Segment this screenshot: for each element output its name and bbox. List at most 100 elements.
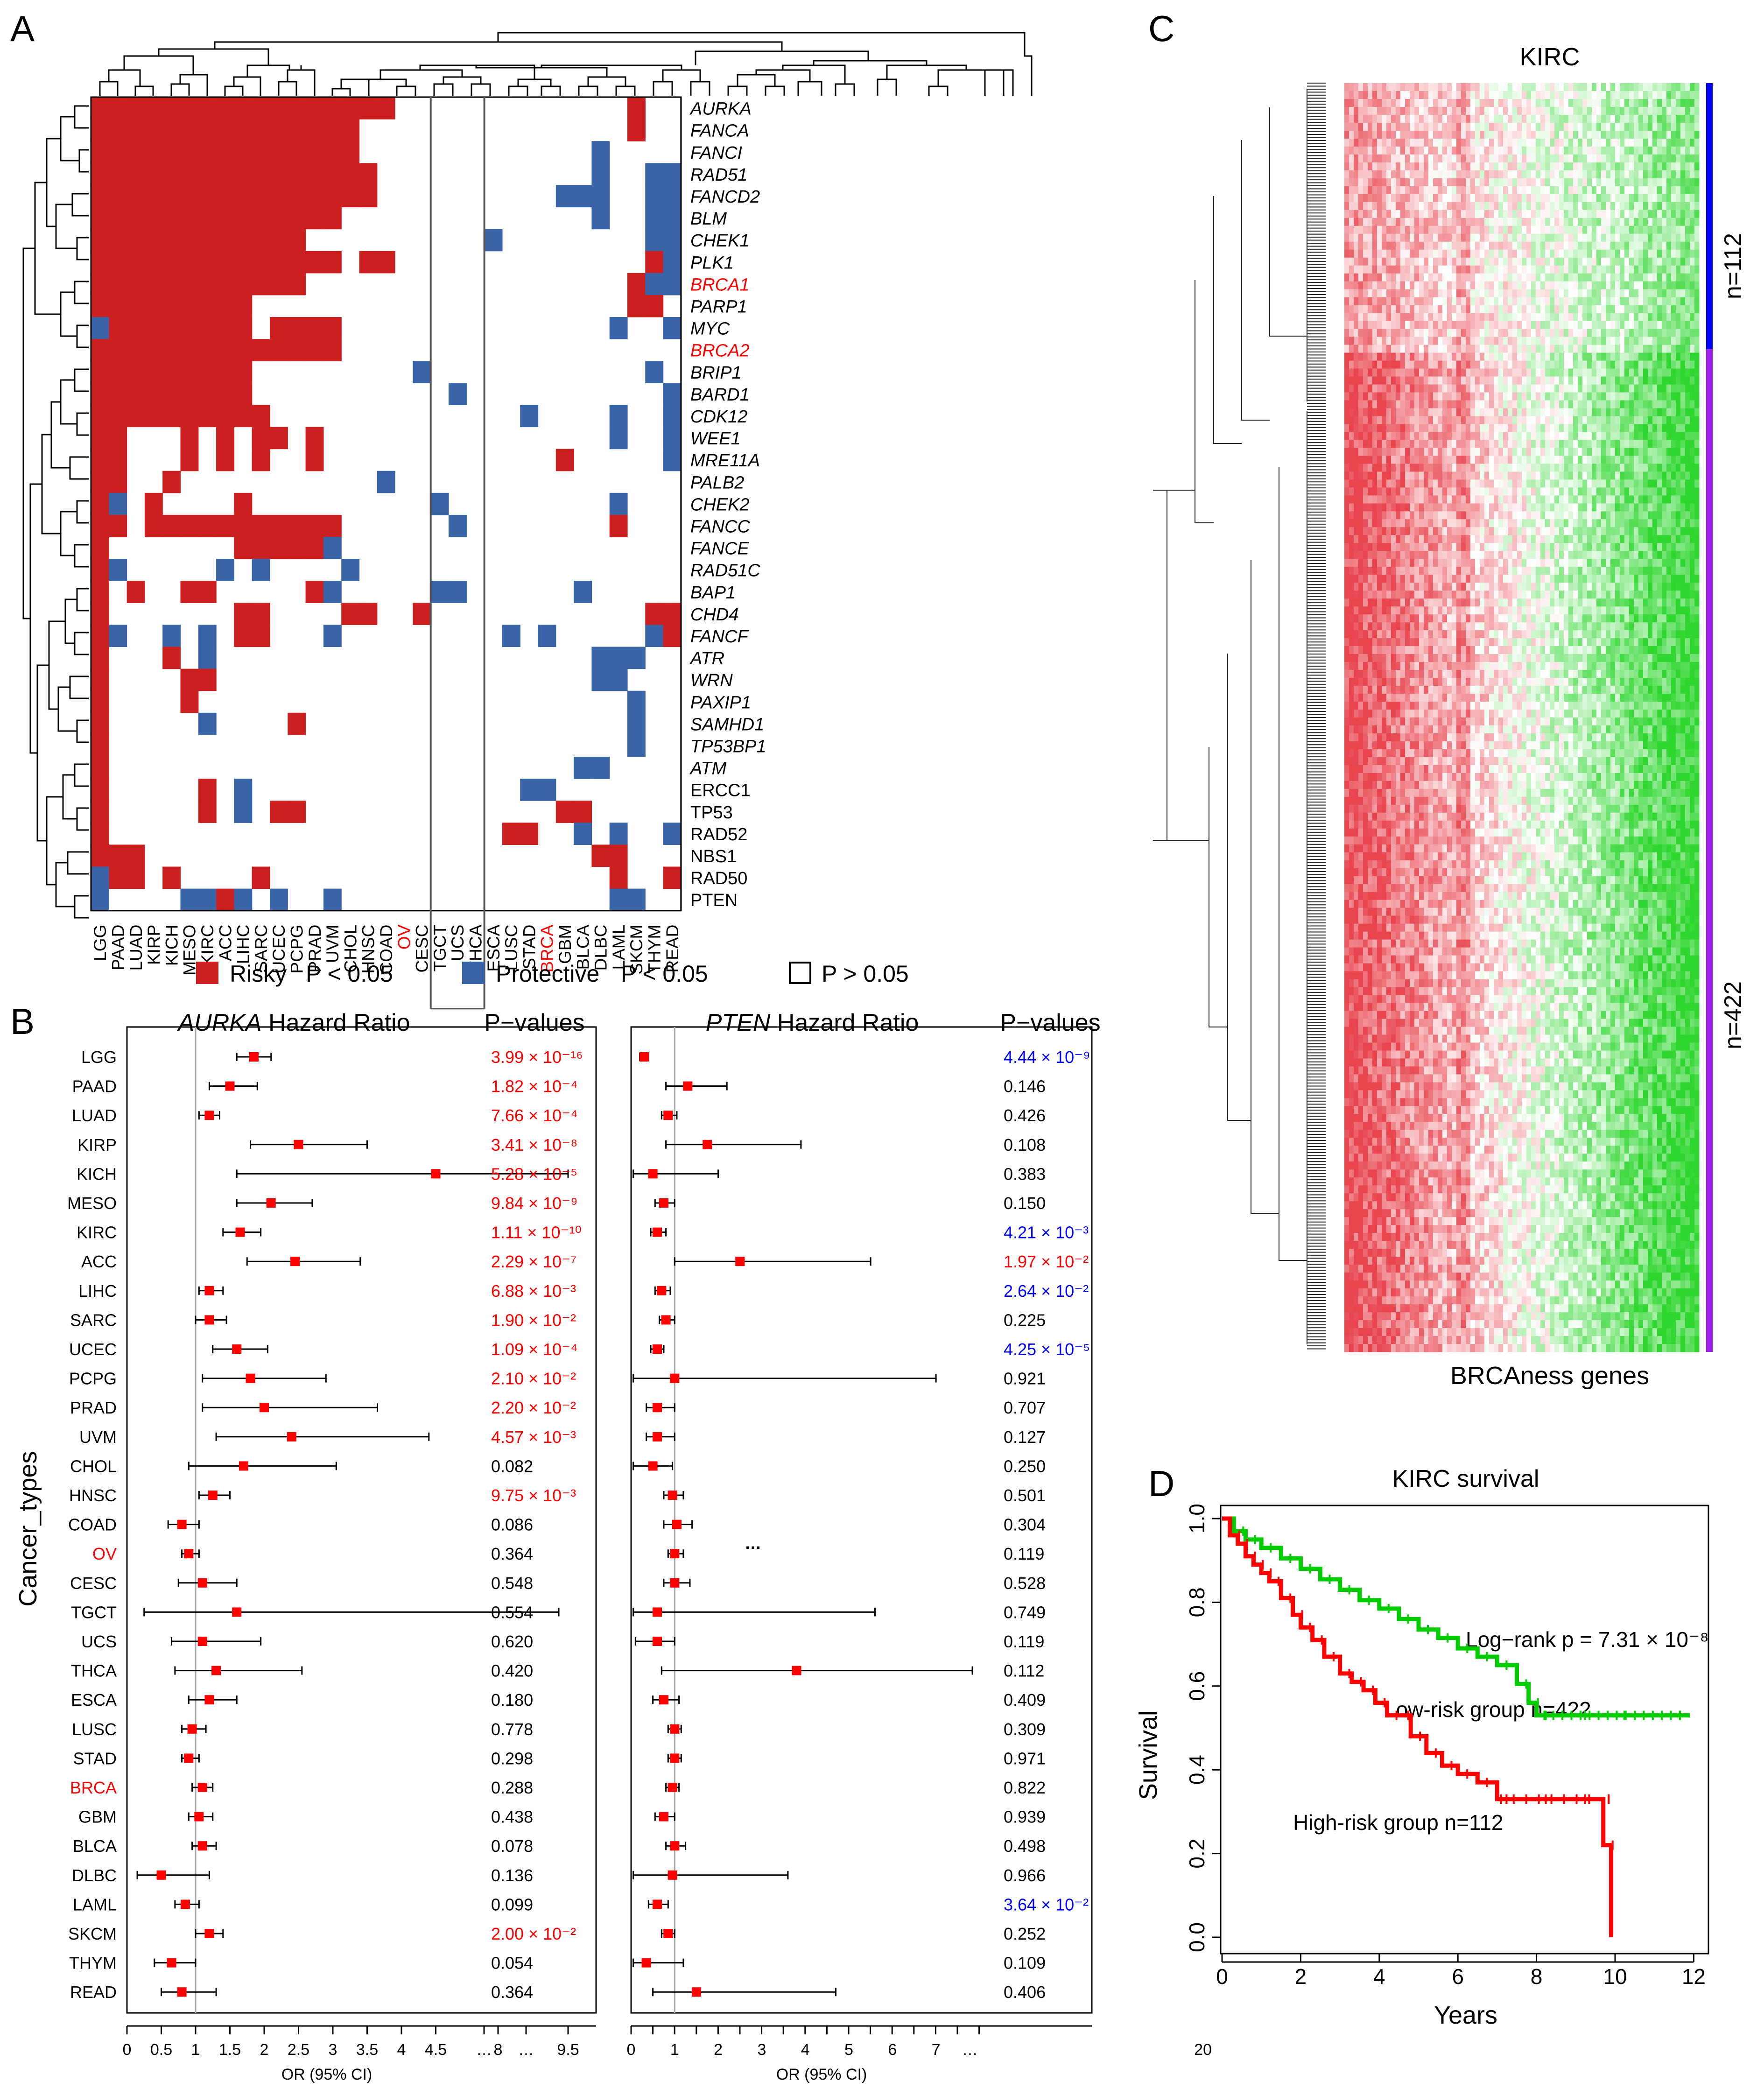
heatmap-cell [198, 119, 217, 141]
kirc-heatmap-cell [1438, 249, 1443, 258]
kirc-heatmap-cell [1452, 527, 1457, 535]
kirc-heatmap-cell [1382, 702, 1387, 710]
kirc-heatmap-cell [1410, 440, 1415, 448]
kirc-heatmap-cell [1456, 257, 1462, 266]
kirc-heatmap-cell [1363, 1304, 1368, 1313]
kirc-heatmap-cell [1358, 384, 1363, 393]
kirc-heatmap-cell [1428, 1003, 1434, 1012]
kirc-heatmap-cell [1382, 1114, 1387, 1122]
kirc-heatmap-cell [1391, 1066, 1396, 1075]
kirc-heatmap-cell [1358, 844, 1363, 853]
heatmap-cell [109, 844, 127, 867]
kirc-heatmap-cell [1391, 1217, 1396, 1225]
kirc-heatmap-cell [1377, 622, 1382, 631]
kirc-heatmap-cell [1433, 1280, 1438, 1289]
kirc-heatmap-cell [1414, 741, 1420, 750]
kirc-heatmap-cell [1414, 233, 1420, 242]
heatmap-cell [234, 317, 253, 339]
kirc-heatmap-cell [1382, 788, 1387, 797]
kirc-heatmap-cell [1424, 202, 1429, 211]
kirc-heatmap-cell [1438, 464, 1443, 472]
kirc-heatmap-cell [1452, 836, 1457, 845]
top-dendrogram-branch [653, 81, 673, 96]
kirc-heatmap-cell [1452, 194, 1457, 203]
kirc-heatmap-cell [1428, 662, 1434, 670]
kirc-heatmap-cell [1438, 352, 1443, 361]
kirc-heatmap-cell [1424, 583, 1429, 591]
kirc-heatmap-cell [1372, 947, 1377, 956]
kirc-heatmap-cell [1433, 1177, 1438, 1186]
heatmap-cell [91, 251, 109, 274]
kirc-heatmap-cell [1424, 1003, 1429, 1012]
kirc-heatmap-cell [1372, 376, 1377, 385]
heatmap-cell [91, 537, 109, 559]
kirc-heatmap-cell [1428, 654, 1434, 662]
kirc-heatmap-cell [1452, 678, 1457, 686]
kirc-heatmap-cell [1396, 781, 1401, 789]
kirc-heatmap-cell [1414, 828, 1420, 837]
heatmap-cell [305, 163, 324, 185]
kirc-heatmap-cell [1349, 1106, 1354, 1114]
heatmap-cell [234, 273, 253, 295]
kirc-heatmap-cell [1386, 1249, 1392, 1257]
kirc-heatmap-cell [1400, 329, 1406, 338]
kirc-heatmap-cell [1344, 98, 1349, 107]
kirc-heatmap-cell [1424, 1161, 1429, 1170]
kirc-heatmap-cell [1358, 368, 1363, 377]
right-x-tick-label: 7 [932, 2041, 941, 2059]
kirc-heatmap-cell [1414, 1304, 1420, 1313]
kirc-heatmap-cell [1382, 1090, 1387, 1098]
kirc-heatmap-cell [1382, 392, 1387, 401]
kirc-heatmap-cell [1386, 503, 1392, 512]
kirc-heatmap-cell [1354, 1130, 1359, 1138]
kirc-heatmap-cell [1344, 1082, 1349, 1090]
kirc-heatmap-cell [1456, 1082, 1462, 1090]
kirc-heatmap-cell [1386, 535, 1392, 543]
kirc-heatmap-cell [1424, 1146, 1429, 1154]
heatmap-cell [234, 537, 253, 559]
kirc-heatmap-cell [1382, 98, 1387, 107]
kirc-heatmap-cell [1424, 289, 1429, 298]
kirc-heatmap-cell [1452, 1249, 1457, 1257]
kirc-heatmap-cell [1377, 233, 1382, 242]
kirc-heatmap-cell [1382, 1320, 1387, 1329]
kirc-heatmap-cell [1382, 828, 1387, 837]
kirc-heatmap-cell [1424, 170, 1429, 179]
kirc-heatmap-cell [1456, 591, 1462, 599]
forest-category-label: DLBC [72, 1866, 117, 1885]
kirc-heatmap-cell [1382, 868, 1387, 877]
kirc-heatmap-cell [1349, 178, 1354, 187]
heatmap-cell [162, 229, 181, 252]
kirc-heatmap-cell [1400, 225, 1406, 234]
kirc-heatmap-cell [1419, 1082, 1424, 1090]
kirc-heatmap-cell [1456, 1011, 1462, 1020]
kirc-heatmap-cell [1377, 630, 1382, 639]
kirc-heatmap-cell [1410, 638, 1415, 647]
kirc-heatmap-cell [1368, 424, 1373, 432]
kirc-heatmap-cell [1424, 249, 1429, 258]
heatmap-cell [91, 405, 109, 428]
kirc-heatmap-cell [1452, 138, 1457, 147]
kirc-heatmap-cell [1456, 1185, 1462, 1194]
kirc-heatmap-cell [1377, 479, 1382, 488]
kirc-heatmap-cell [1424, 591, 1429, 599]
kirc-heatmap-cell [1452, 1082, 1457, 1090]
kirc-heatmap-cell [1382, 416, 1387, 424]
kirc-heatmap-cell [1382, 408, 1387, 416]
kirc-heatmap-cell [1377, 519, 1382, 528]
kirc-heatmap-cell [1344, 606, 1349, 615]
kirc-heatmap-cell [1396, 503, 1401, 512]
kirc-heatmap-cell [1442, 804, 1448, 813]
heatmap-cell [216, 317, 234, 339]
kirc-heatmap-cell [1400, 1154, 1406, 1162]
kirc-heatmap-cell [1452, 1066, 1457, 1075]
kirc-heatmap-cell [1424, 939, 1429, 948]
kirc-heatmap-cell [1344, 670, 1349, 678]
kirc-heatmap-cell [1349, 456, 1354, 464]
kirc-heatmap-cell [1433, 424, 1438, 432]
kirc-heatmap-cell [1354, 717, 1359, 726]
kirc-heatmap-cell [1354, 852, 1359, 861]
kirc-heatmap-cell [1377, 939, 1382, 948]
kirc-heatmap-cell [1419, 170, 1424, 179]
pten-pvalue: 0.498 [1004, 1836, 1046, 1856]
